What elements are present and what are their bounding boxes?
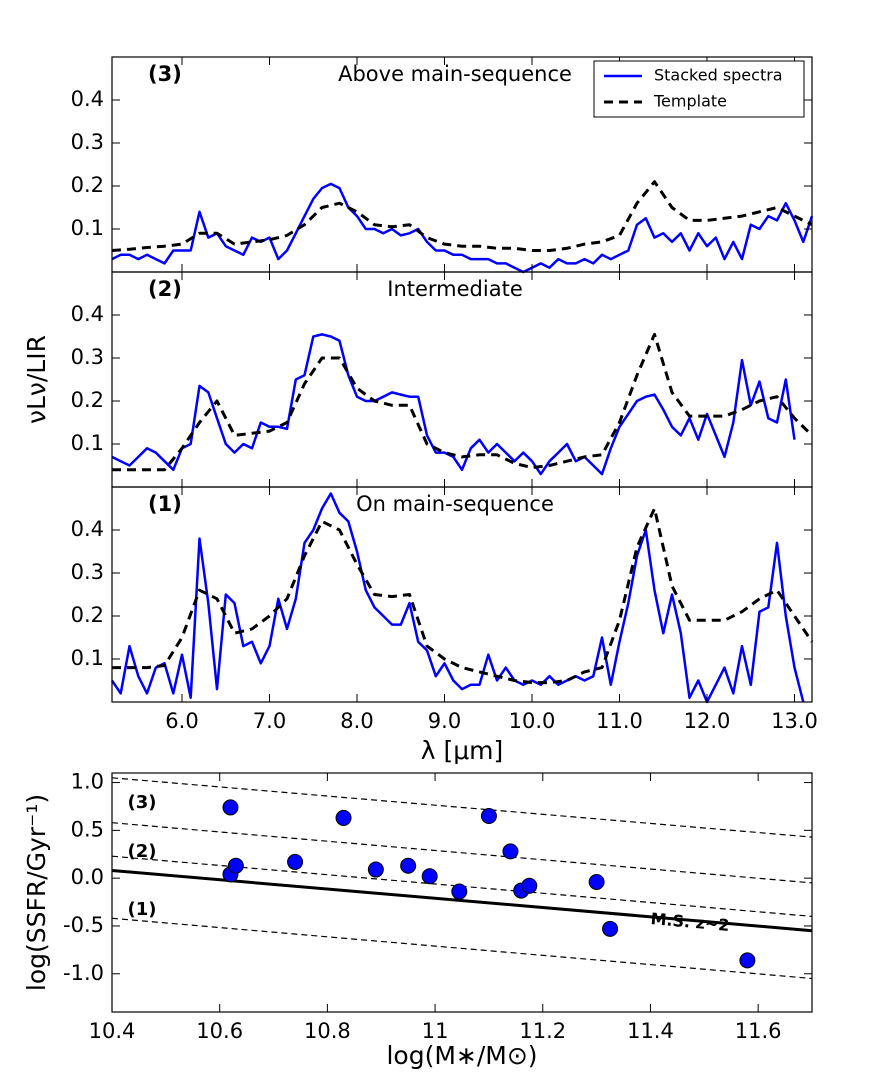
panel-label: (2) (148, 277, 182, 301)
y-tick-label: 0.2 (71, 388, 104, 412)
legend-label: Template (653, 92, 727, 111)
data-point (521, 877, 538, 894)
y-tick-label: 0.4 (71, 87, 104, 111)
y-tick-label: -1.0 (63, 961, 104, 985)
y-tick-label: 0.4 (71, 302, 104, 326)
legend-box (593, 60, 805, 118)
annotation: (1) (128, 899, 157, 920)
y-tick-label: 0.1 (71, 431, 104, 455)
data-point (287, 853, 304, 870)
y-tick-label: 0.1 (71, 646, 104, 670)
x-tick-label: 7.0 (253, 709, 286, 733)
template-line (112, 507, 814, 685)
x-tick-label: 11 (422, 1019, 449, 1043)
x-tick-label: 8.0 (340, 709, 373, 733)
y-tick-label: 0.2 (71, 173, 104, 197)
data-point (227, 857, 244, 874)
data-point (400, 857, 417, 874)
x-tick-label: 13.0 (771, 709, 818, 733)
x-tick-label: 10.8 (304, 1019, 351, 1043)
offset-line (111, 822, 813, 884)
y-tick-label: 0.5 (71, 817, 104, 841)
annotation: (3) (128, 792, 157, 813)
y-tick-label: 0.3 (71, 345, 104, 369)
panel-frame (111, 271, 813, 488)
offset-line (111, 777, 813, 838)
x-tick-label: 11.2 (519, 1019, 566, 1043)
y-tick-label: 1.0 (71, 770, 104, 794)
data-point (602, 920, 619, 937)
x-axis-label: log(M∗/M⊙) (386, 1041, 537, 1070)
y-tick-label: -0.5 (63, 913, 104, 937)
spectrum-line (110, 492, 805, 704)
x-tick-label: 12.0 (684, 709, 731, 733)
x-tick-label: 10.0 (509, 709, 556, 733)
panel-frame (111, 486, 813, 703)
spectrum-line (111, 333, 796, 476)
y-tick-label: 0.4 (71, 517, 104, 541)
y-tick-label: 0.3 (71, 560, 104, 584)
x-tick-label: 11.0 (596, 709, 643, 733)
data-point (739, 952, 756, 969)
template-line (111, 180, 813, 252)
y-axis-label: log(SSFR/Gyr⁻¹) (22, 794, 51, 991)
panel-title: On main-sequence (356, 492, 554, 516)
y-tick-label: 0.0 (71, 865, 104, 889)
panel-label: (3) (148, 62, 182, 86)
template-line (112, 332, 814, 472)
data-point (502, 843, 519, 860)
offset-line (111, 917, 813, 980)
y-tick-label: 0.3 (71, 130, 104, 154)
annotation: M.S. z~2 (650, 909, 730, 935)
x-tick-label: 9.0 (428, 709, 461, 733)
x-tick-label: 6.0 (165, 709, 198, 733)
x-tick-label: 10.6 (196, 1019, 243, 1043)
data-point (480, 808, 497, 825)
legend-label: Stacked spectra (654, 66, 783, 85)
data-point (588, 873, 605, 890)
y-tick-label: 0.1 (71, 216, 104, 240)
panel-title: Intermediate (387, 277, 523, 301)
x-tick-label: 11.4 (627, 1019, 674, 1043)
y-axis-label: νLν/LIR (22, 335, 51, 424)
panel-label: (1) (148, 492, 182, 516)
x-tick-label: 10.4 (89, 1019, 136, 1043)
data-point (222, 799, 239, 816)
annotation: (2) (128, 841, 157, 862)
data-point (451, 883, 468, 900)
data-point (335, 809, 352, 826)
panel-frame (111, 772, 813, 1013)
panel-title: Above main-sequence (338, 62, 572, 86)
data-point (421, 868, 438, 885)
data-point (367, 861, 384, 878)
spectrum-line (111, 182, 814, 274)
x-axis-label: λ [μm] (421, 736, 504, 765)
y-tick-label: 0.2 (71, 603, 104, 627)
x-tick-label: 11.6 (735, 1019, 782, 1043)
